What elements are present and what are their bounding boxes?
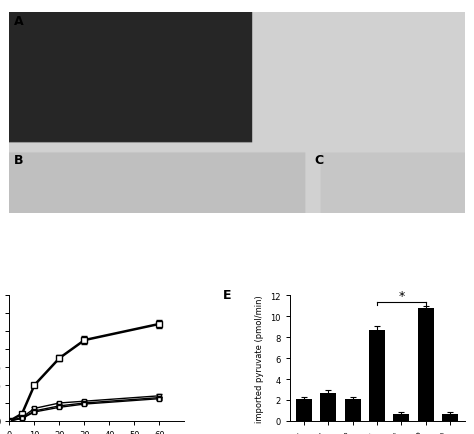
Bar <box>320 393 336 421</box>
Text: *: * <box>398 289 404 302</box>
Y-axis label: imported pyruvate (pmol/min): imported pyruvate (pmol/min) <box>255 295 264 422</box>
Text: B: B <box>14 154 24 167</box>
Bar <box>418 308 434 421</box>
Text: C: C <box>314 154 323 167</box>
Bar <box>296 399 312 421</box>
Bar <box>369 330 385 421</box>
Bar <box>345 399 361 421</box>
Text: A: A <box>14 15 24 28</box>
Bar <box>393 414 409 421</box>
Text: E: E <box>223 288 231 301</box>
Bar <box>442 414 458 421</box>
